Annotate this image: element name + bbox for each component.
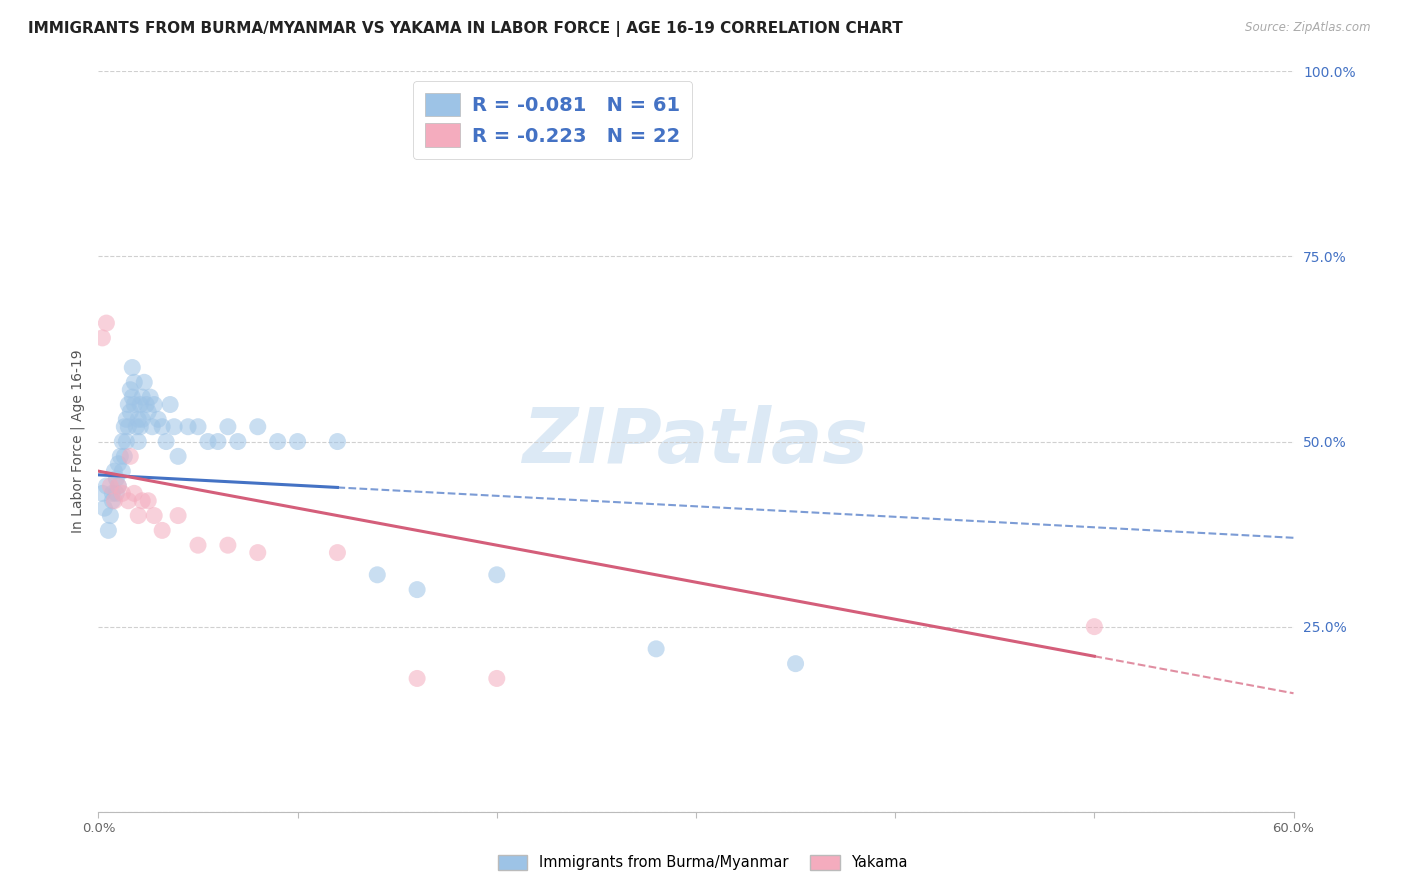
Point xyxy=(366,567,388,582)
Point xyxy=(326,546,349,560)
Point xyxy=(121,360,143,375)
Point xyxy=(1083,619,1105,633)
Point xyxy=(107,457,129,471)
Point xyxy=(134,376,156,390)
Point xyxy=(163,419,186,434)
Point xyxy=(125,419,148,434)
Point xyxy=(217,419,239,434)
Point xyxy=(485,672,508,686)
Point xyxy=(129,419,152,434)
Point xyxy=(112,450,135,464)
Legend: Immigrants from Burma/Myanmar, Yakama: Immigrants from Burma/Myanmar, Yakama xyxy=(492,848,914,876)
Point xyxy=(117,398,139,412)
Point xyxy=(115,412,138,426)
Point xyxy=(226,434,249,449)
Point xyxy=(143,508,166,523)
Point xyxy=(121,390,143,404)
Point xyxy=(127,412,149,426)
Point xyxy=(197,434,219,449)
Point xyxy=(187,538,209,552)
Point xyxy=(124,398,146,412)
Point xyxy=(135,398,157,412)
Point xyxy=(117,419,139,434)
Point xyxy=(207,434,229,449)
Point xyxy=(97,524,120,538)
Point xyxy=(101,493,124,508)
Point xyxy=(98,508,122,523)
Point xyxy=(107,479,129,493)
Point xyxy=(131,412,153,426)
Point xyxy=(120,383,142,397)
Point xyxy=(127,434,149,449)
Point xyxy=(117,493,139,508)
Point xyxy=(217,538,239,552)
Point xyxy=(103,464,125,478)
Point xyxy=(96,316,118,330)
Point xyxy=(155,434,177,449)
Point xyxy=(91,331,114,345)
Point xyxy=(131,493,153,508)
Point xyxy=(115,434,138,449)
Point xyxy=(124,376,146,390)
Point xyxy=(110,450,132,464)
Point xyxy=(177,419,200,434)
Y-axis label: In Labor Force | Age 16-19: In Labor Force | Age 16-19 xyxy=(70,350,84,533)
Point xyxy=(136,405,159,419)
Point xyxy=(107,479,129,493)
Point xyxy=(105,486,128,500)
Point xyxy=(111,464,134,478)
Point xyxy=(287,434,309,449)
Point xyxy=(136,493,159,508)
Point xyxy=(267,434,290,449)
Point xyxy=(111,434,134,449)
Point xyxy=(187,419,209,434)
Point xyxy=(124,486,146,500)
Point xyxy=(131,390,153,404)
Text: ZIPatlas: ZIPatlas xyxy=(523,405,869,478)
Point xyxy=(150,419,173,434)
Point xyxy=(167,508,190,523)
Point xyxy=(127,508,149,523)
Point xyxy=(406,582,429,597)
Point xyxy=(105,471,128,485)
Point xyxy=(148,412,170,426)
Point xyxy=(93,501,115,516)
Point xyxy=(167,450,190,464)
Point xyxy=(246,546,269,560)
Point xyxy=(120,405,142,419)
Point xyxy=(246,419,269,434)
Point xyxy=(111,486,134,500)
Point xyxy=(91,486,114,500)
Point xyxy=(785,657,807,671)
Text: IMMIGRANTS FROM BURMA/MYANMAR VS YAKAMA IN LABOR FORCE | AGE 16-19 CORRELATION C: IMMIGRANTS FROM BURMA/MYANMAR VS YAKAMA … xyxy=(28,21,903,37)
Point xyxy=(101,486,124,500)
Legend: R = -0.081   N = 61, R = -0.223   N = 22: R = -0.081 N = 61, R = -0.223 N = 22 xyxy=(413,81,692,159)
Point xyxy=(326,434,349,449)
Point xyxy=(139,390,162,404)
Point xyxy=(98,479,122,493)
Point xyxy=(159,398,181,412)
Point xyxy=(129,398,152,412)
Point xyxy=(645,641,668,656)
Point xyxy=(103,493,125,508)
Point xyxy=(96,479,118,493)
Text: Source: ZipAtlas.com: Source: ZipAtlas.com xyxy=(1246,21,1371,34)
Point xyxy=(143,398,166,412)
Point xyxy=(485,567,508,582)
Point xyxy=(112,419,135,434)
Point xyxy=(120,450,142,464)
Point xyxy=(406,672,429,686)
Point xyxy=(150,524,173,538)
Point xyxy=(141,419,163,434)
